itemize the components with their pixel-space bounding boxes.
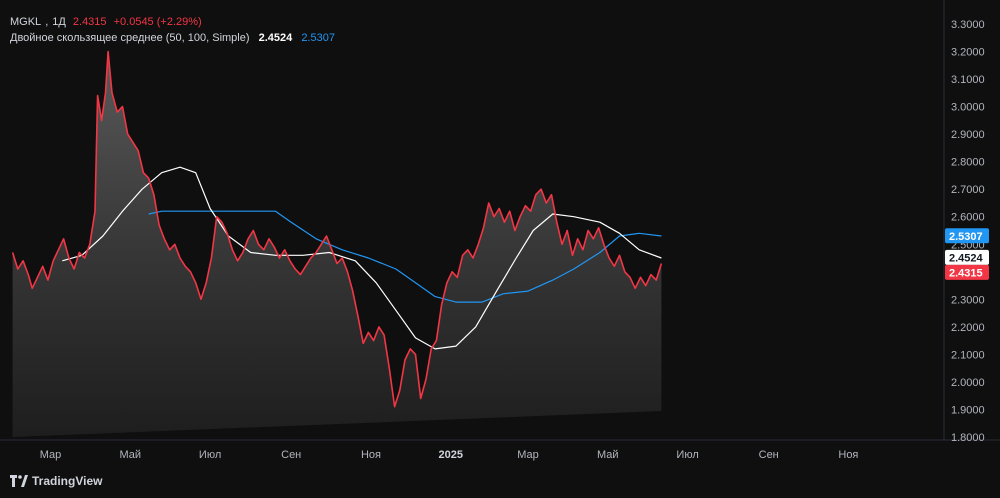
x-tick-label: Ноя <box>361 449 381 461</box>
y-tick-label: 1.9000 <box>951 405 985 417</box>
price-badge-text: 2.4315 <box>949 267 983 279</box>
x-tick-label: 2025 <box>439 449 463 461</box>
price-change: +0.0545 (+2.29%) <box>113 16 202 28</box>
x-tick-label: Сен <box>759 449 779 461</box>
y-tick-label: 3.2000 <box>951 47 985 59</box>
y-tick-label: 2.2000 <box>951 322 985 334</box>
x-tick-label: Май <box>597 449 619 461</box>
price-badge: 2.4524 <box>945 249 989 265</box>
y-tick-label: 2.9000 <box>951 129 985 141</box>
price-badge-bg <box>945 264 989 280</box>
y-tick-label: 2.7000 <box>951 184 985 196</box>
legend-symbol-row[interactable]: MGKL, 1Д 2.4315 +0.0545 (+2.29%) <box>10 16 202 28</box>
y-tick-label: 3.0000 <box>951 102 985 114</box>
plot-area <box>11 50 663 437</box>
indicator-value-slow: 2.5307 <box>301 32 335 44</box>
y-tick-label: 2.6000 <box>951 212 985 224</box>
last-price: 2.4315 <box>72 16 107 28</box>
indicator-value-fast: 2.4524 <box>258 32 293 44</box>
sma-50-line[interactable] <box>62 166 662 350</box>
y-tick-label: 3.1000 <box>951 74 985 86</box>
y-tick-label: 1.8000 <box>951 432 985 444</box>
y-tick-label: 2.3000 <box>951 294 985 306</box>
price-badge: 2.4315 <box>945 264 989 280</box>
symbol-name: MGKL <box>10 16 42 28</box>
price-badge-bg <box>945 228 989 244</box>
interval-label: 1Д <box>52 16 66 28</box>
chart-legend: MGKL, 1Д 2.4315 +0.0545 (+2.29%) Двойное … <box>10 14 335 46</box>
price-labels: 2.5307 2.4524 2.4315 <box>945 228 989 280</box>
tradingview-logo[interactable]: TradingView <box>10 474 102 488</box>
brand-name: TradingView <box>32 474 103 488</box>
price-badge-text: 2.4524 <box>949 252 984 264</box>
price-badge-text: 2.5307 <box>949 231 983 243</box>
x-tick-label: Мар <box>517 449 539 461</box>
price-area-fill <box>12 51 662 437</box>
x-tick-label: Май <box>120 449 142 461</box>
y-tick-label: 2.8000 <box>951 157 985 169</box>
y-tick-label: 3.3000 <box>951 19 985 31</box>
x-tick-label: Мар <box>40 449 62 461</box>
price-line[interactable] <box>11 50 663 408</box>
sma-100-line[interactable] <box>148 210 662 303</box>
tradingview-logo-icon <box>10 475 28 487</box>
price-badge-bg <box>945 249 989 265</box>
legend-indicator-row[interactable]: Двойное скользящее среднее (50, 100, Sim… <box>10 30 335 46</box>
y-tick-label: 2.1000 <box>951 349 985 361</box>
indicator-name: Двойное скользящее среднее (50, 100, Sim… <box>10 32 250 44</box>
price-badge: 2.5307 <box>945 228 989 244</box>
x-tick-label: Ноя <box>838 449 858 461</box>
x-axis: Мар Май Июл Сен Ноя 2025 Мар Май Июл Сен Ноя <box>40 449 859 461</box>
x-tick-label: Июл <box>199 449 221 461</box>
y-tick-label: 2.0000 <box>951 377 985 389</box>
x-tick-label: Сен <box>281 449 301 461</box>
x-tick-label: Июл <box>676 449 698 461</box>
